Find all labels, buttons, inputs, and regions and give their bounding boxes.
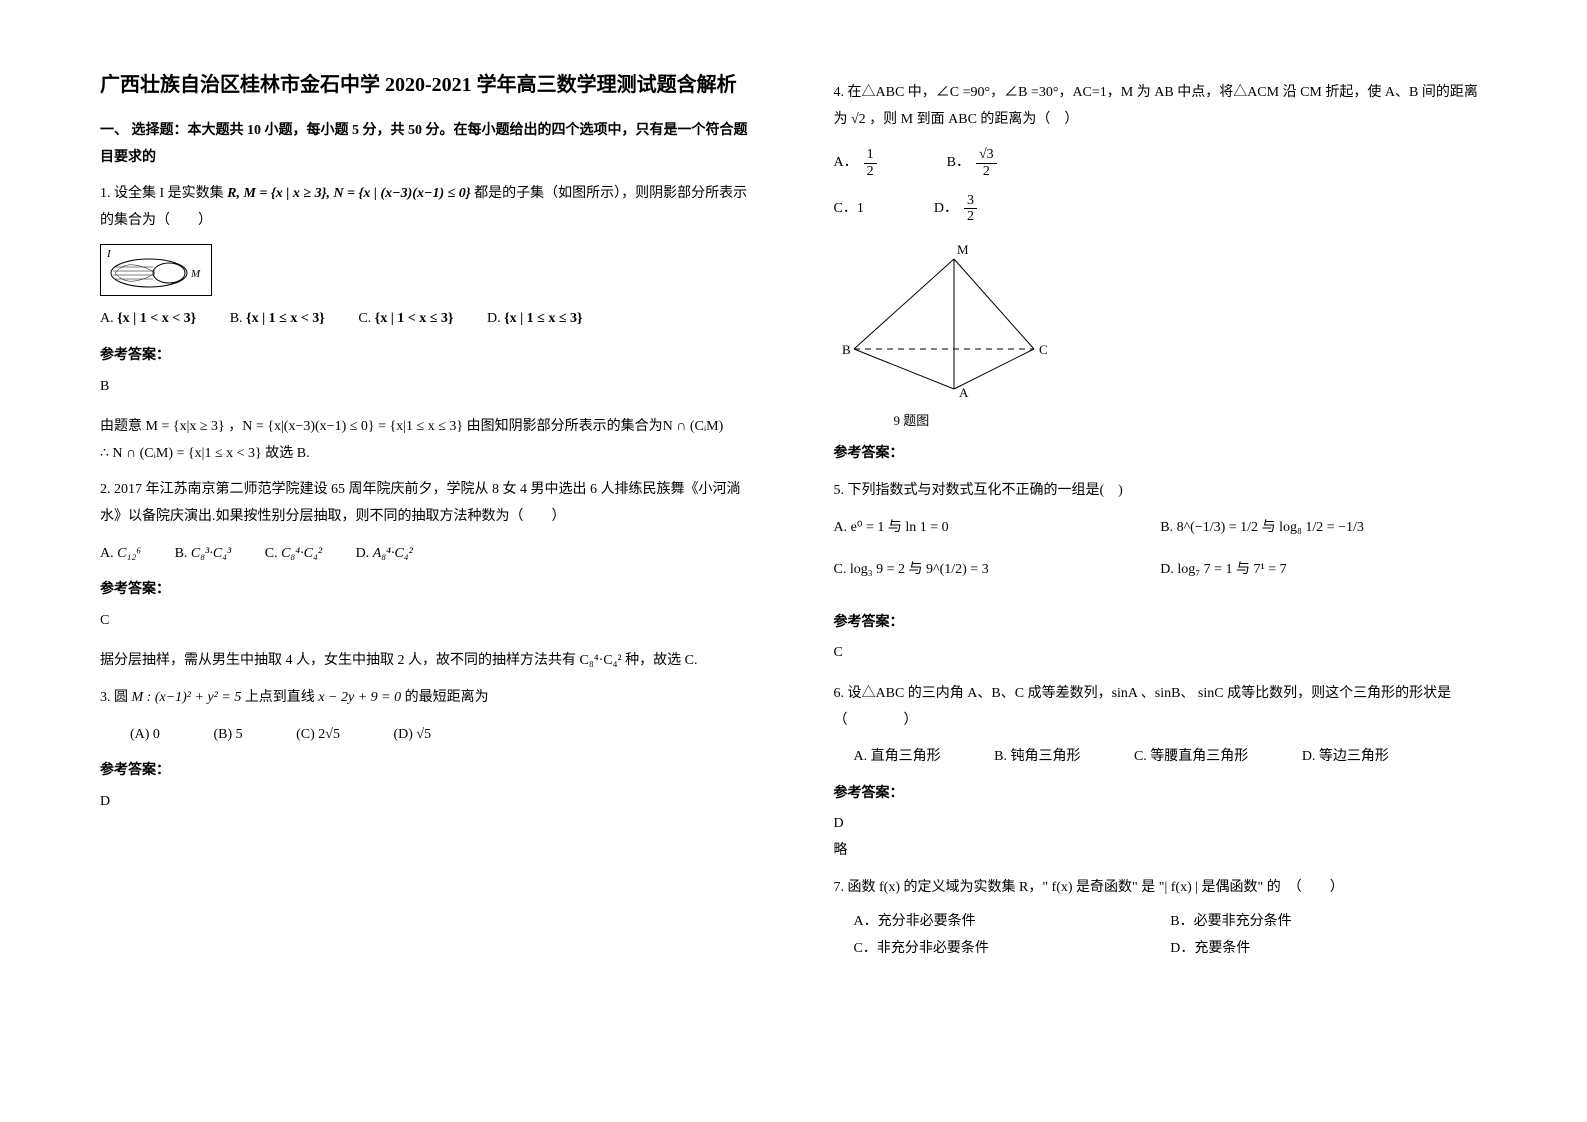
question-2: 2. 2017 年江苏南京第二师范学院建设 65 周年院庆前夕，学院从 8 女 … <box>100 477 754 530</box>
q2-answer-letter: C <box>100 608 754 635</box>
q4-answer-label: 参考答案： <box>834 441 1488 468</box>
q1-options: A. {x | 1 < x < 3} B. {x | 1 ≤ x < 3} C.… <box>100 306 754 333</box>
q5-answer-label: 参考答案： <box>834 610 1488 637</box>
q5-opt-D: D. log₇ 7 = 1 与 7¹ = 7 <box>1160 557 1487 584</box>
q6-opt-C: C. 等腰直角三角形 <box>1134 744 1248 771</box>
diagram-B: B <box>842 342 851 357</box>
q4-opt-C: C．1 <box>834 196 864 223</box>
q1-stem-pre: 1. 设全集 I 是实数集 <box>100 186 227 201</box>
q6-opt-D: D. 等边三角形 <box>1302 744 1389 771</box>
q7-options: A．充分非必要条件 B．必要非充分条件 C．非充分非必要条件 D．充要条件 <box>834 909 1488 962</box>
diagram-A: A <box>959 385 969 399</box>
q2-opt-A: A. C₁₂⁶ <box>100 546 141 561</box>
q5-opt-A: A. e⁰ = 1 与 ln 1 = 0 <box>834 515 1161 542</box>
q1-answer-letter: B <box>100 374 754 401</box>
q2-opt-C: C. C₈⁴·C₄² <box>265 546 322 561</box>
q6-options: A. 直角三角形 B. 钝角三角形 C. 等腰直角三角形 D. 等边三角形 <box>834 744 1488 771</box>
q2-answer-label: 参考答案： <box>100 577 754 604</box>
q2-options: A. C₁₂⁶ B. C₈³·C₄³ C. C₈⁴·C₄² D. A₈⁴·C₄² <box>100 541 754 568</box>
q1-opt-A: A. {x | 1 < x < 3} <box>100 311 196 326</box>
q7-opt-C: C．非充分非必要条件 <box>854 936 1171 963</box>
q3-answer-letter: D <box>100 789 754 816</box>
q5-answer-letter: C <box>834 640 1488 667</box>
venn-M-label: M <box>190 268 201 280</box>
q2-opt-D: D. A₈⁴·C₄² <box>356 546 413 561</box>
q1-stem-math: R, M = {x | x ≥ 3}, N = {x | (x−3)(x−1) … <box>227 186 471 201</box>
diagram-M: M <box>957 242 969 257</box>
q6-explain: 略 <box>834 838 1488 865</box>
q2-explain: 据分层抽样，需从男生中抽取 4 人，女生中抽取 2 人，故不同的抽样方法共有 C… <box>100 648 754 675</box>
q4-options-row1: A． 12 B． √32 <box>834 147 1488 179</box>
q4-options-row2: C．1 D． 32 <box>834 193 1488 225</box>
q4-opt-D: D． 32 <box>934 193 977 225</box>
q7-opt-A: A．充分非必要条件 <box>854 909 1171 936</box>
q5-opt-B: B. 8^(−1/3) = 1/2 与 log₈ 1/2 = −1/3 <box>1160 515 1487 542</box>
q1-opt-D: D. {x | 1 ≤ x ≤ 3} <box>487 311 583 326</box>
q5-options: A. e⁰ = 1 与 ln 1 = 0 B. 8^(−1/3) = 1/2 与… <box>834 515 1488 600</box>
q3-opt-D: (D) √5 <box>393 722 431 749</box>
q3-opt-C: (C) 2√5 <box>296 722 340 749</box>
q1-explain-2: ∴ N ∩ (CᵢM) = {x|1 ≤ x < 3} 故选 B. <box>100 441 754 468</box>
q6-answer-label: 参考答案： <box>834 781 1488 808</box>
q1-opt-C: C. {x | 1 < x ≤ 3} <box>358 311 453 326</box>
q3-answer-label: 参考答案： <box>100 758 754 785</box>
q1-answer-label: 参考答案： <box>100 343 754 370</box>
question-6: 6. 设△ABC 的三内角 A、B、C 成等差数列，sinA 、sinB、 si… <box>834 681 1488 734</box>
question-4: 4. 在△ABC 中，∠C =90°，∠B =30°，AC=1，M 为 AB 中… <box>834 80 1488 133</box>
q4-opt-B: B． √32 <box>947 147 997 179</box>
q6-answer-letter: D <box>834 811 1488 838</box>
q6-opt-A: A. 直角三角形 <box>854 744 941 771</box>
section-1-heading: 一、 选择题：本大题共 10 小题，每小题 5 分，共 50 分。在每小题给出的… <box>100 118 754 171</box>
left-column: 广西壮族自治区桂林市金石中学 2020-2021 学年高三数学理测试题含解析 一… <box>100 70 754 962</box>
q4-triangle-diagram: M B C A <box>834 239 1054 399</box>
q1-venn-diagram: I M <box>100 244 212 296</box>
q4-diagram-caption: 9 题图 <box>834 409 1488 434</box>
venn-svg: I M <box>101 245 211 295</box>
q2-opt-B: B. C₈³·C₄³ <box>175 546 232 561</box>
doc-title: 广西壮族自治区桂林市金石中学 2020-2021 学年高三数学理测试题含解析 <box>100 70 754 100</box>
question-7: 7. 函数 f(x) 的定义域为实数集 R，" f(x) 是奇函数" 是 "| … <box>834 875 1488 902</box>
question-3: 3. 圆 M : (x−1)² + y² = 5 上点到直线 x − 2y + … <box>100 685 754 712</box>
q4-opt-A: A． 12 <box>834 147 877 179</box>
question-5: 5. 下列指数式与对数式互化不正确的一组是( ) <box>834 478 1488 505</box>
q3-options: (A) 0 (B) 5 (C) 2√5 (D) √5 <box>100 722 754 749</box>
venn-I-label: I <box>106 248 112 260</box>
question-1: 1. 设全集 I 是实数集 R, M = {x | x ≥ 3}, N = {x… <box>100 181 754 234</box>
q5-opt-C: C. log₃ 9 = 2 与 9^(1/2) = 3 <box>834 557 1161 584</box>
q1-opt-B: B. {x | 1 ≤ x < 3} <box>230 311 325 326</box>
q3-opt-A: (A) 0 <box>130 722 160 749</box>
diagram-C: C <box>1039 342 1048 357</box>
right-column: 4. 在△ABC 中，∠C =90°，∠B =30°，AC=1，M 为 AB 中… <box>834 70 1488 962</box>
q6-opt-B: B. 钝角三角形 <box>994 744 1080 771</box>
q7-opt-B: B．必要非充分条件 <box>1170 909 1487 936</box>
q3-opt-B: (B) 5 <box>213 722 242 749</box>
q7-opt-D: D．充要条件 <box>1170 936 1487 963</box>
q1-explain-1: 由题意 M = {x|x ≥ 3} ，N = {x|(x−3)(x−1) ≤ 0… <box>100 414 754 441</box>
